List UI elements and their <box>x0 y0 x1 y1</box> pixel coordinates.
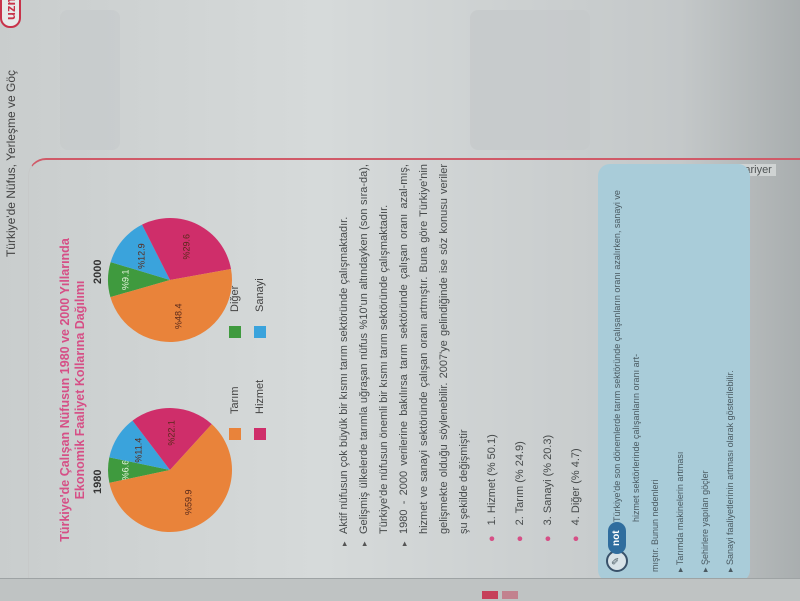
pie-data-label: %48.4 <box>173 303 183 329</box>
bullet-paragraph: Aktif nüfusun çok büyük bir kısmı tarım … <box>334 164 354 542</box>
pie-data-label: %12.9 <box>136 243 146 269</box>
pie-slice-tarım <box>109 424 232 532</box>
bullet-paragraph: 1980 - 2000 verilerine bakılırsa tarım s… <box>394 164 474 542</box>
note-badge: ✎ not <box>606 522 628 572</box>
legend-sanayi: Sanayi <box>254 278 266 338</box>
pie-charts: %6.6 %11.4 %22.1 %59.9 %9.1 %12.9 %29.6 %48.4 <box>108 218 232 532</box>
pie-data-label: %22.1 <box>167 420 177 446</box>
brand-logo: uzmankariyer <box>0 0 21 28</box>
body-text: Aktif nüfusun çok büyük bir kısmı tarım … <box>334 164 586 542</box>
pie-data-label: %59.9 <box>183 490 193 516</box>
legend-swatch <box>229 326 241 338</box>
page-tab <box>502 591 518 599</box>
pie-slice-sanayi <box>110 224 170 280</box>
note-item: ▸ Şehirlere yapılan göçler <box>700 470 710 572</box>
figure-title: Türkiye'de Çalışan Nüfusun 1980 ve 2000 … <box>58 200 88 580</box>
pie-slice-tarım <box>110 268 232 342</box>
ranking-item: ● 4. Diğer (% 4.7) <box>570 448 582 542</box>
faded-box <box>60 10 120 150</box>
figure-title-line: Ekonomik Faaliyet Kollarına Dağılımı <box>73 280 87 500</box>
ranking-item: ● 1. Hizmet (% 50.1) <box>486 434 498 542</box>
note-continuation: mıştır. Bunun nedenleri <box>650 479 660 572</box>
pie-slice-diğer <box>108 457 170 483</box>
pie-slice-sanayi <box>109 420 170 470</box>
legend-hizmet: Hizmet <box>254 380 266 440</box>
pie-data-label: %29.6 <box>182 234 192 260</box>
adjacent-page-edge <box>0 578 800 601</box>
pie-data-label: %11.4 <box>134 438 144 463</box>
pie-slice-hizmet <box>142 218 232 280</box>
pie-data-label: %6.6 <box>120 460 130 481</box>
note-item: ▸ Sanayi faaliyetlerinin artması olarak … <box>725 370 735 572</box>
legend-tarim: Tarım <box>229 387 241 440</box>
pie-slice-hizmet <box>132 408 212 470</box>
ranking-item: ● 2. Tarım (% 24.9) <box>514 441 526 542</box>
note-box: ✎ not Türkiye'de son dönemlerde tarım se… <box>598 164 750 582</box>
pie-data-label: %9.1 <box>120 269 130 290</box>
faded-box <box>470 10 590 150</box>
legend-swatch <box>254 428 266 440</box>
figure-title-line: Türkiye'de Çalışan Nüfusun 1980 ve 2000 … <box>58 238 72 542</box>
pie-slice-diğer <box>108 262 170 298</box>
note-item: ▸ Tarımda makinelerin artması <box>675 451 685 572</box>
legend-swatch <box>229 428 241 440</box>
legend-diger: Diğer <box>229 286 241 338</box>
ranking-item: ● 3. Sanayi (% 20.3) <box>542 434 554 542</box>
chapter-header: Türkiye'de Nüfus, Yerleşme ve Göç <box>4 70 18 258</box>
bullet-paragraph: Gelişmiş ülkelerde tarımla uğraşan nüfus… <box>354 164 394 542</box>
legend-swatch <box>254 326 266 338</box>
note-text: Türkiye'de son dönemlerde tarım sektörün… <box>612 190 641 522</box>
page-tab <box>482 591 498 599</box>
